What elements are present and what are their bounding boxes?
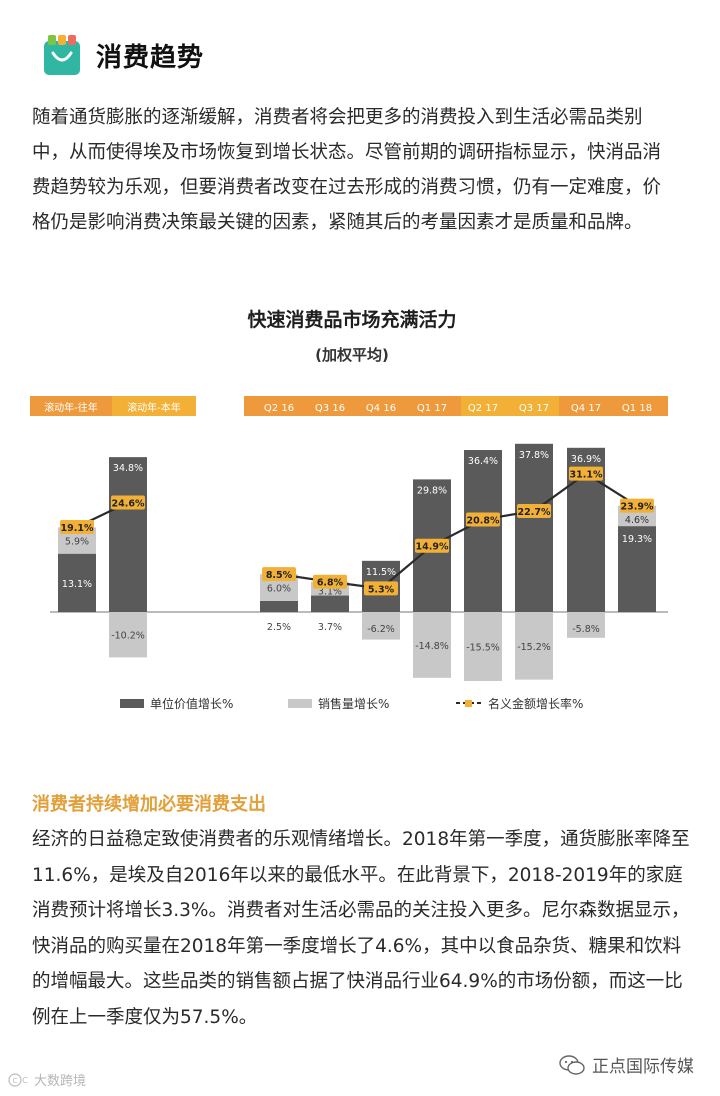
svg-text:C: C [13, 1077, 18, 1085]
legend-swatch-marker [465, 700, 472, 707]
body-paragraph: 经济的日益稳定致使消费者的乐观情绪增长。2018年第一季度，通货膨胀率降至11.… [32, 829, 690, 1028]
data-label-sales-volume: 3.1% [318, 587, 342, 598]
data-label-sales-volume: -15.2% [517, 642, 551, 653]
legend-label: 单位价值增长% [150, 696, 233, 711]
watermark-brand: 正点国际传媒 [558, 1052, 694, 1077]
line-marker [364, 581, 398, 596]
data-label-unit-value: 36.4% [468, 456, 498, 467]
data-label-nominal-growth: 8.5% [266, 570, 293, 581]
category-label: Q2 17 [468, 403, 498, 414]
bar-sales-volume [109, 612, 147, 658]
line-marker [569, 466, 603, 481]
bar-sales-volume [515, 612, 553, 680]
data-label-nominal-growth: 5.3% [368, 584, 395, 595]
bar-unit-value [515, 443, 553, 612]
line-marker [111, 495, 145, 510]
data-label-unit-value: 13.1% [62, 579, 92, 590]
legend-swatch-sales-volume [288, 699, 312, 708]
data-label-sales-volume: -10.2% [111, 631, 145, 642]
bar-sales-volume [464, 612, 502, 681]
category-label: Q3 16 [315, 403, 345, 414]
bar-unit-value [311, 595, 349, 612]
shopping-bag-icon [44, 35, 80, 75]
bar-unit-value [464, 450, 502, 612]
data-label-unit-value: 34.8% [113, 463, 143, 474]
creative-commons-icon: C C [8, 1072, 28, 1087]
data-label-unit-value: 37.8% [519, 450, 549, 461]
line-marker [517, 503, 551, 518]
data-label-nominal-growth: 6.8% [317, 578, 344, 589]
line-marker [620, 498, 654, 513]
band-background [244, 396, 668, 416]
market-vitality-chart: 快速消费品市场充满活力 (加权平均) 滚动年-往年 滚动年-本年 Q2 16 Q3 1… [30, 308, 668, 711]
line-marker [262, 567, 296, 582]
section-header: 消费趋势 [42, 30, 204, 80]
intro-paragraph: 随着通货膨胀的逐渐缓解，消费者将会把更多的消费投入到生活必需品类别中，从而使得埃… [32, 107, 662, 233]
data-label-nominal-growth: 14.9% [416, 542, 449, 553]
data-label-sales-volume: 5.9% [65, 537, 89, 548]
data-label-sales-volume: 6.0% [267, 584, 291, 595]
legend-label: 销售量增长% [318, 696, 389, 711]
band-label: 滚动年-本年 [127, 401, 181, 414]
category-label: Q4 17 [571, 403, 601, 414]
bar-unit-value [58, 553, 96, 612]
data-label-nominal-growth: 20.8% [467, 515, 500, 526]
bar-unit-value [109, 457, 147, 612]
data-label-sales-volume: -6.2% [367, 624, 395, 635]
band-background [461, 396, 559, 416]
subsection-title: 消费者持续增加必要消费支出 [32, 794, 266, 815]
category-label: Q2 16 [264, 403, 294, 414]
data-label-sales-volume: -5.8% [572, 624, 600, 635]
wechat-icon [559, 1054, 585, 1075]
data-label-nominal-growth: 24.6% [112, 499, 145, 510]
data-label-unit-value: 36.9% [571, 454, 601, 465]
watermark-left-text: 大数跨境 [34, 1074, 87, 1089]
bar-sales-volume [567, 612, 605, 638]
data-label-unit-value: 29.8% [417, 485, 447, 496]
chart-title: 快速消费品市场充满活力 [247, 308, 456, 331]
data-label-unit-value: 2.5% [267, 622, 291, 633]
category-label: Q1 18 [622, 403, 652, 414]
line-marker [415, 538, 449, 553]
line-marker [466, 512, 500, 527]
data-label-unit-value: 11.5% [366, 567, 396, 578]
category-label: Q4 16 [366, 403, 396, 414]
data-label-nominal-growth: 19.1% [61, 523, 94, 534]
watermark-right-text: 正点国际传媒 [592, 1057, 694, 1077]
legend-swatch-unit-value [120, 699, 144, 708]
line-marker [313, 574, 347, 589]
category-label: Q1 17 [417, 403, 447, 414]
band-label: 滚动年-往年 [44, 401, 98, 414]
data-label-nominal-growth: 23.9% [621, 502, 654, 513]
section-title: 消费趋势 [96, 42, 205, 73]
bar-unit-value [618, 526, 656, 612]
bar-sales-volume [413, 612, 451, 678]
bar-unit-value [260, 600, 298, 612]
data-label-nominal-growth: 22.7% [518, 507, 551, 518]
band-background [112, 396, 196, 416]
bar-sales-volume [362, 612, 400, 640]
band-background [30, 396, 112, 416]
data-label-unit-value: 19.3% [622, 534, 652, 545]
line-marker [60, 520, 94, 535]
data-label-unit-value: 3.7% [318, 622, 342, 633]
data-label-sales-volume: -14.8% [415, 641, 449, 652]
data-label-sales-volume: 4.6% [625, 515, 649, 526]
category-label: Q3 17 [519, 403, 549, 414]
data-label-nominal-growth: 31.1% [570, 470, 603, 481]
watermark-source: C C 大数跨境 [8, 1070, 86, 1089]
legend-label: 名义金额增长率% [488, 696, 583, 711]
data-label-sales-volume: -15.5% [466, 642, 500, 653]
svg-text:C: C [22, 1076, 28, 1085]
chart-subtitle: (加权平均) [315, 346, 389, 364]
